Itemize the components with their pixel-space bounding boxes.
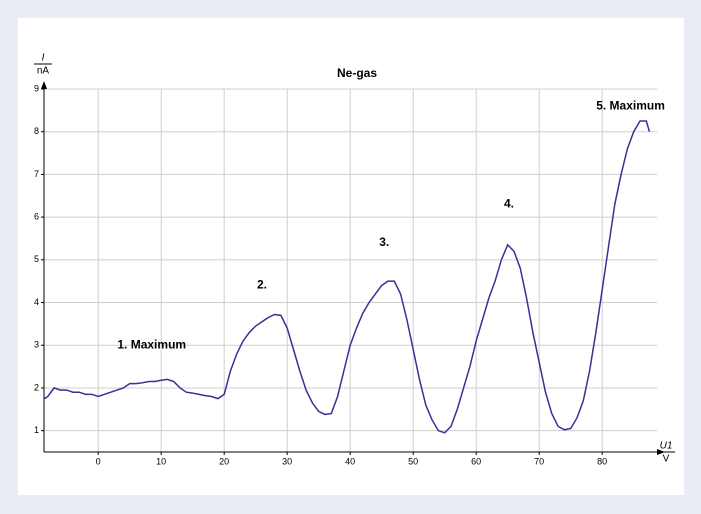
x-tick-label: 20 <box>219 456 229 466</box>
x-tick-label: 50 <box>408 456 418 466</box>
y-tick-label: 4 <box>34 297 39 307</box>
y-tick-label: 9 <box>34 83 39 93</box>
y-tick-label: 7 <box>34 169 39 179</box>
x-tick-label: 70 <box>534 456 544 466</box>
annotation: 1. Maximum <box>117 337 186 351</box>
x-axis-arrow <box>657 449 665 455</box>
annotation: 4. <box>504 196 514 210</box>
x-tick-label: 0 <box>96 456 101 466</box>
panel <box>18 18 684 495</box>
y-axis-unit: nA <box>37 66 50 77</box>
y-axis-arrow <box>41 81 47 89</box>
annotation: 5. Maximum <box>596 98 665 112</box>
y-tick-label: 3 <box>34 340 39 350</box>
x-axis-name: U1 <box>660 441 673 452</box>
y-tick-label: 1 <box>34 425 39 435</box>
y-tick-label: 8 <box>34 126 39 136</box>
x-tick-label: 30 <box>282 456 292 466</box>
y-tick-label: 6 <box>34 211 39 221</box>
x-axis-unit: V <box>663 454 670 465</box>
annotation: 2. <box>257 278 267 292</box>
y-tick-label: 5 <box>34 254 39 264</box>
annotation: 3. <box>379 235 389 249</box>
y-tick-label: 2 <box>34 382 39 392</box>
x-tick-label: 40 <box>345 456 355 466</box>
chart-title: Ne-gas <box>337 66 377 80</box>
x-tick-label: 10 <box>156 456 166 466</box>
y-axis-name: I <box>42 53 45 64</box>
data-line <box>44 120 651 434</box>
x-tick-label: 80 <box>597 456 607 466</box>
x-tick-label: 60 <box>471 456 481 466</box>
